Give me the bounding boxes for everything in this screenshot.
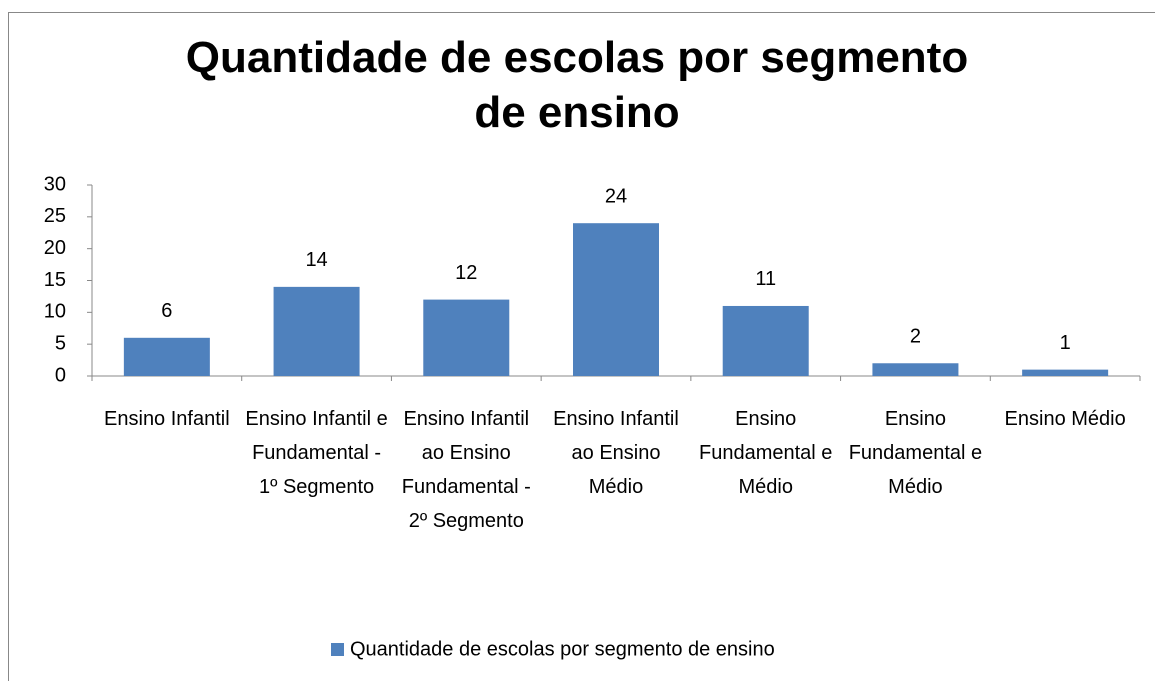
data-label: 1 [1060, 332, 1071, 354]
legend-swatch [331, 643, 344, 656]
y-tick-label: 0 [55, 364, 66, 386]
y-tick-label: 25 [44, 205, 66, 227]
bar [872, 363, 959, 376]
bar [573, 223, 659, 376]
data-label: 6 [161, 300, 172, 322]
y-tick-label: 10 [44, 301, 66, 323]
x-tick-label: Ensino Infantil [104, 408, 230, 430]
data-label: 24 [605, 185, 627, 207]
bar [423, 299, 510, 376]
bar [1022, 369, 1109, 376]
data-label: 12 [455, 262, 477, 284]
x-tick-label: Ensino Médio [1005, 408, 1126, 430]
chart-title: Quantidade de escolas por segmento de ens… [186, 33, 968, 137]
x-tick-label: Ensino Fundamental e Médio [699, 408, 832, 498]
y-tick-label: 15 [44, 269, 66, 291]
y-tick-label: 30 [44, 173, 66, 195]
bar [722, 305, 809, 376]
bar [123, 337, 210, 376]
data-label: 11 [755, 268, 776, 290]
data-label: 2 [910, 326, 921, 348]
bar [273, 286, 360, 376]
y-tick-label: 20 [44, 237, 66, 259]
x-tick-label: Ensino Fundamental e Médio [849, 408, 982, 498]
data-label: 14 [305, 249, 327, 271]
x-tick-label: Ensino Infantil ao Ensino Médio [553, 408, 679, 498]
x-tick-label: Ensino Infantil e Fundamental -1º Segment… [245, 408, 387, 498]
y-tick-label: 5 [55, 332, 66, 354]
legend-label: Quantidade de escolas por segmento de en… [350, 638, 775, 660]
x-tick-label: Ensino Infantil ao Ensino Fundamental -2º … [402, 408, 531, 532]
